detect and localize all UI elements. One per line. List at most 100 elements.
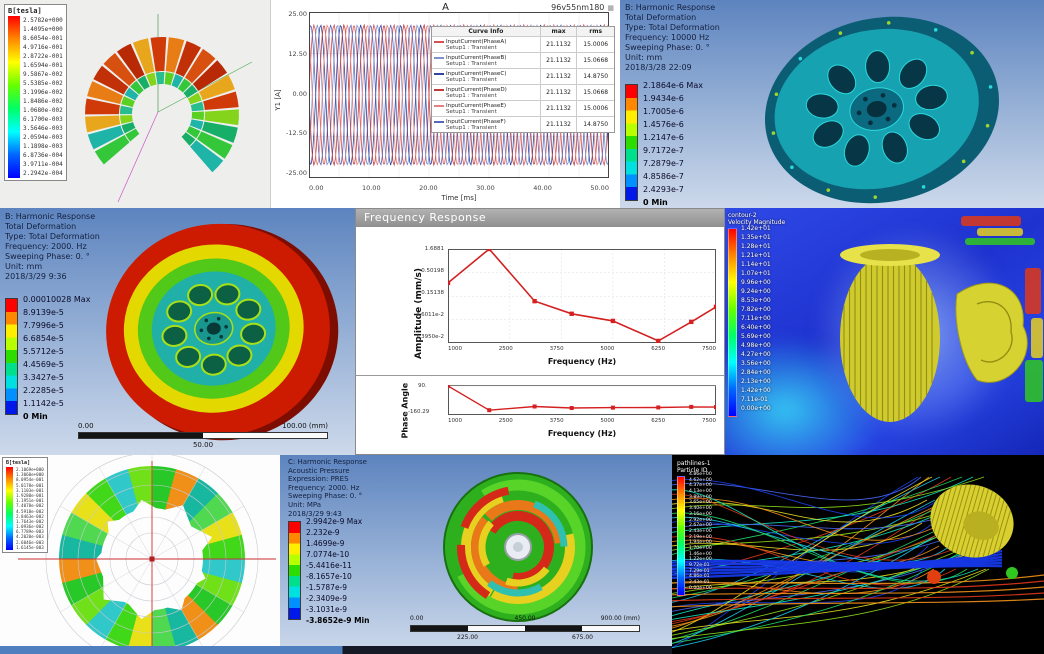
result-info-block: C: Harmonic Response Acoustic Pressure Exp… [288, 458, 367, 518]
result-info-block: B: Harmonic Response Total Deformation Typ… [5, 212, 100, 282]
legend-value: 1.6145e-003 [16, 544, 44, 550]
curve-row: InputCurrent(PhaseF) Setup1 : Transient 2… [432, 117, 614, 132]
legend-value: 3.5646e-003 [23, 125, 63, 132]
legend-value: 7.2879e-7 [643, 159, 684, 168]
particle-id-legend: pathlines-1 Particle ID 4.86e+00 4.62e+00… [677, 460, 712, 596]
legend-value: 1.6594e-001 [23, 62, 63, 69]
y-tick: 0.50198 [421, 268, 444, 274]
legend-value: 2.67e+00 [689, 523, 712, 529]
curve-name: InputCurrent(PhaseA) [446, 39, 507, 45]
amplitude-y-ticks: 1.6881 0.50198 0.15138 4.6011e-2 1.3950e-2 [402, 246, 444, 343]
legend-value: 1.46e+00 [689, 551, 712, 557]
curve-setup: Setup1 : Transient [446, 77, 497, 83]
legend-value: 7.7996e-5 [23, 321, 64, 330]
legend-value: 4.13e+00 [689, 489, 712, 495]
phase-tick-top: 90. [418, 383, 427, 389]
pathlines-render [672, 476, 1044, 649]
legend-value: 4.62e+00 [689, 477, 712, 483]
legend-value: 3.89e+00 [689, 494, 712, 500]
info-line: Expression: PRES [288, 475, 349, 484]
info-line: Acoustic Pressure [288, 466, 350, 475]
x-tick: 10.00 [361, 184, 381, 192]
x-tick: 6250 [651, 418, 666, 424]
legend-value: -5.4416e-11 [306, 561, 352, 570]
curve-row: InputCurrent(PhaseE) Setup1 : Transient 2… [432, 101, 614, 117]
legend-value: 4.98e+00 [741, 342, 771, 349]
legend-value: 1.22e+00 [689, 557, 712, 563]
legend-value: 4.2020e-003 [16, 534, 44, 540]
legend-value: 3.56e+00 [741, 360, 771, 367]
legend-value: 0 Min [643, 198, 668, 207]
legend-value: 2.232e-9 [306, 528, 340, 537]
scale-ruler: 0.00 450.00 900.00 (mm) 225.00 675.00 [410, 615, 640, 641]
x-axis-label: Time [ms] [441, 194, 477, 202]
legend-values: 1.42e+01 1.35e+01 1.28e+01 1.21e+01 1.14e+01… [741, 224, 771, 417]
info-line: Frequency: 2000. Hz [288, 483, 360, 492]
legend-value: 9.5867e-002 [23, 71, 63, 78]
legend-value: 6.40e+00 [741, 324, 771, 331]
x-tick: 2500 [498, 418, 513, 424]
legend-value: 2.43e+00 [689, 528, 712, 534]
legend-value: 2.2942e-004 [23, 170, 63, 177]
info-line: Total Deformation [5, 222, 77, 231]
legend-value: 1.8486e-002 [23, 98, 63, 105]
curve-name: InputCurrent(PhaseD) [446, 87, 507, 93]
legend-value: 3.16e+00 [689, 511, 712, 517]
curve-rms: 14.8750 [583, 121, 609, 128]
legend-values: 2.1069e+000 1.3060e+000 8.0954e-001 5.0178e… [16, 467, 44, 550]
window-titlebar[interactable]: Frequency Response [356, 209, 724, 227]
legend-value: 5.5712e-5 [23, 347, 64, 356]
x-tick: 40.00 [533, 184, 552, 192]
curve-rms: 15.0006 [583, 105, 609, 112]
legend-value: 1.0680e-002 [23, 107, 63, 114]
window-edge-strip [280, 646, 672, 654]
x-tick: 1000 [448, 418, 462, 424]
x-tick: 20.00 [419, 184, 438, 192]
legend-value: 9.72e-01 [689, 563, 710, 568]
info-line: Type: Total Deformation [5, 232, 100, 241]
legend-value: 6.1700e-003 [23, 116, 63, 123]
legend-value: 2.1069e+000 [16, 467, 44, 472]
table-body: InputCurrent(PhaseA) Setup1 : Transient 2… [432, 37, 614, 132]
legend-value: 3.1996e-002 [23, 89, 63, 96]
legend-value: 5.0178e-001 [16, 482, 44, 488]
b-field-legend: B[tesla] 2.1069e+000 1.3060e+000 8.0954e-0… [2, 457, 48, 553]
legend-value: 8.6054e-001 [23, 35, 63, 42]
y-tick: 1.6881 [424, 246, 444, 252]
legend-value: 4.27e+00 [741, 351, 771, 358]
velocity-legend: contour-2 Velocity Magnitude 1.42e+01 1.3… [728, 212, 785, 417]
legend-value: 2.92e+00 [689, 517, 712, 523]
legend-title: B[tesla] [6, 460, 31, 466]
info-line: Total Deformation [625, 13, 697, 22]
scale-bar [78, 432, 328, 439]
curve-row: InputCurrent(PhaseA) Setup1 : Transient 2… [432, 37, 614, 53]
y-tick: 12.50 [288, 49, 307, 58]
curve-setup: Setup1 : Transient [446, 61, 497, 67]
amplitude-chart [448, 249, 716, 343]
info-line: Sweeping Phase: 0. ° [625, 43, 710, 52]
y-axis-ticks: 25.00 12.50 0.00 -12.50 -25.00 [273, 11, 307, 178]
pressure-legend: 2.9942e-9 Max 2.232e-9 1.4699e-9 7.0774e-10… [288, 517, 369, 626]
legend-values: 4.86e+00 4.62e+00 4.37e+00 4.13e+00 3.89e+00… [689, 472, 712, 596]
info-line: 2018/3/28 22:09 [625, 63, 692, 72]
legend-value: 1.28e+01 [741, 243, 771, 250]
window-edge-strip [0, 646, 280, 654]
colorbar [288, 521, 301, 620]
curve-color-swatch [434, 120, 444, 123]
colorbar [677, 476, 685, 596]
x-tick: 7500 [701, 346, 716, 352]
legend-value: 9.7172e-7 [643, 146, 684, 155]
legend-value: 3.65e+00 [689, 500, 712, 506]
curve-color-swatch [434, 88, 444, 91]
curve-row: InputCurrent(PhaseC) Setup1 : Transient 2… [432, 69, 614, 85]
panel-cfd-velocity-contour: contour-2 Velocity Magnitude 1.42e+01 1.3… [725, 208, 1044, 455]
legend-values: 2.5782e+000 1.4095e+000 8.6054e-001 4.9716e… [23, 16, 63, 178]
legend-value: 0.00e+00 [741, 405, 771, 412]
legend-value: 1.42e+01 [741, 225, 771, 232]
legend-value: 6.6854e-5 [23, 334, 64, 343]
legend-value: -2.3409e-9 [306, 594, 348, 603]
curve-rms: 14.8750 [583, 73, 609, 80]
legend-value: 2.0594e-003 [23, 134, 63, 141]
legend-value: 1.3060e+000 [16, 472, 44, 478]
curve-max: 21.1132 [541, 101, 578, 116]
